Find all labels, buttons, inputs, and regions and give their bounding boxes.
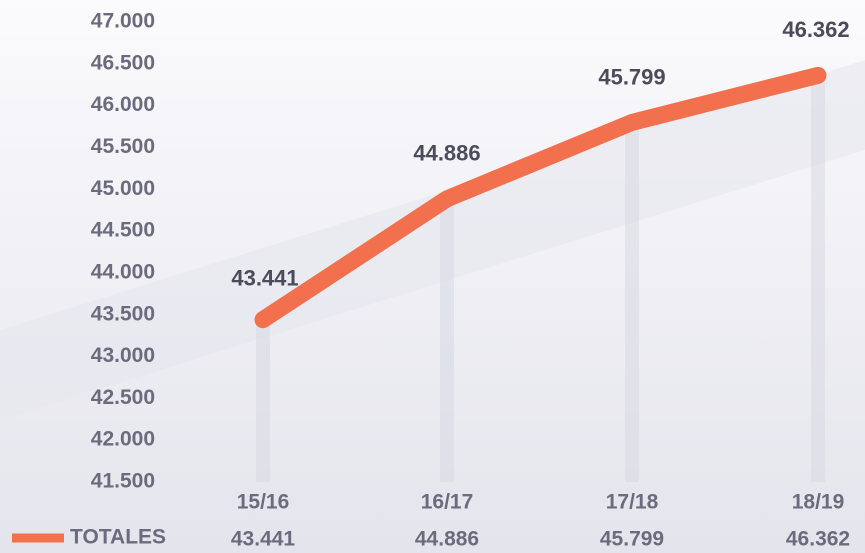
page: {"chart_data": { "type": "line", "catego… <box>0 0 865 553</box>
data-label: 44.886 <box>413 141 480 166</box>
x-tick-label: 17/18 <box>606 491 659 514</box>
y-tick-label: 41.500 <box>91 470 155 493</box>
y-tick-label: 44.000 <box>91 260 155 283</box>
table-value: 45.799 <box>600 528 664 551</box>
y-tick-label: 46.000 <box>91 93 155 116</box>
x-tick-label: 15/16 <box>237 491 290 514</box>
pillar <box>440 199 454 482</box>
table-value: 44.886 <box>415 528 479 551</box>
data-label: 46.362 <box>782 17 849 42</box>
y-tick-label: 43.000 <box>91 344 155 367</box>
y-tick-label: 43.500 <box>91 302 155 325</box>
chart: 41.500 42.000 42.500 43.000 43.500 44.000 44.5… <box>0 0 865 553</box>
y-tick-label: 47.000 <box>91 10 155 33</box>
y-tick-label: 45.000 <box>91 177 155 200</box>
x-tick-label: 16/17 <box>421 491 474 514</box>
pillar <box>625 122 639 482</box>
legend-label: TOTALES <box>70 526 166 549</box>
pillar <box>811 75 825 482</box>
y-tick-label: 45.500 <box>91 135 155 158</box>
data-label: 43.441 <box>231 265 298 290</box>
y-tick-label: 46.500 <box>91 51 155 74</box>
x-tick-label: 18/19 <box>792 491 845 514</box>
table-value: 46.362 <box>786 528 850 551</box>
y-tick-label: 44.500 <box>91 219 155 242</box>
data-label: 45.799 <box>598 64 665 89</box>
y-tick-label: 42.000 <box>91 428 155 451</box>
y-tick-label: 42.500 <box>91 386 155 409</box>
table-value: 43.441 <box>231 528 296 551</box>
pillar <box>256 320 270 482</box>
